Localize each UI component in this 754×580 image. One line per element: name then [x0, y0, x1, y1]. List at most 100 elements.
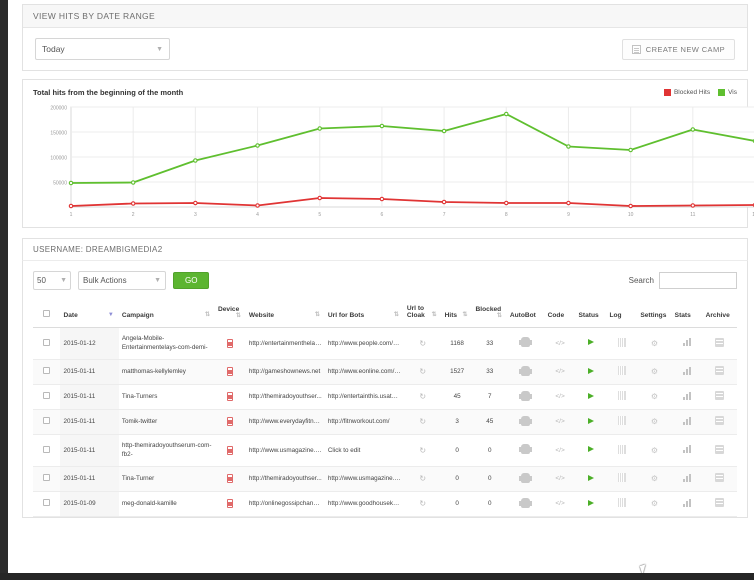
cell-stats[interactable]: [671, 409, 703, 435]
cell-archive[interactable]: [702, 409, 737, 435]
cell-device[interactable]: [214, 327, 246, 360]
row-checkbox-cell[interactable]: [33, 359, 61, 385]
cell-website[interactable]: http://themiradoyouthser...: [245, 384, 325, 410]
cell-settings[interactable]: ⚙: [637, 434, 672, 467]
col-hits[interactable]: Hits ⇅: [441, 300, 473, 328]
select-all-header[interactable]: [33, 300, 61, 328]
cell-website[interactable]: http://themiradoyouthser...: [245, 466, 325, 492]
row-checkbox[interactable]: [43, 445, 51, 453]
cell-log[interactable]: [606, 384, 638, 410]
row-checkbox[interactable]: [43, 338, 51, 346]
cell-log[interactable]: [606, 409, 638, 435]
row-checkbox-cell[interactable]: [33, 434, 61, 467]
cell-code[interactable]: </>: [544, 327, 576, 360]
cell-settings[interactable]: ⚙: [637, 327, 672, 360]
cell-stats[interactable]: [671, 491, 703, 517]
per-page-select[interactable]: 50 ▼: [33, 271, 71, 290]
search-input[interactable]: [659, 272, 737, 289]
cell-url-for-bots[interactable]: http://fitnworkout.com/: [324, 409, 404, 435]
col-device[interactable]: Device ⇅: [214, 300, 246, 328]
cell-status[interactable]: [575, 466, 607, 492]
cell-website[interactable]: http://www.usmagazine.c...: [245, 434, 325, 467]
cell-device[interactable]: [214, 491, 246, 517]
cell-archive[interactable]: [702, 384, 737, 410]
cell-code[interactable]: </>: [544, 409, 576, 435]
cell-stats[interactable]: [671, 359, 703, 385]
cell-url-to-cloak[interactable]: ↻: [403, 359, 442, 385]
cell-autobot[interactable]: [506, 434, 545, 467]
cell-code[interactable]: </>: [544, 359, 576, 385]
col-url-for-bots[interactable]: Url for Bots ⇅: [324, 300, 404, 328]
cell-log[interactable]: [606, 359, 638, 385]
row-checkbox[interactable]: [43, 392, 51, 400]
cell-url-for-bots[interactable]: Click to edit: [324, 434, 404, 467]
row-checkbox-cell[interactable]: [33, 466, 61, 492]
row-checkbox[interactable]: [43, 474, 51, 482]
cell-stats[interactable]: [671, 466, 703, 492]
cell-settings[interactable]: ⚙: [637, 466, 672, 492]
cell-autobot[interactable]: [506, 466, 545, 492]
cell-code[interactable]: </>: [544, 466, 576, 492]
cell-device[interactable]: [214, 384, 246, 410]
cell-settings[interactable]: ⚙: [637, 409, 672, 435]
cell-log[interactable]: [606, 327, 638, 360]
sort-icon[interactable]: ⇅: [393, 312, 399, 318]
cell-code[interactable]: </>: [544, 384, 576, 410]
cell-url-for-bots[interactable]: http://www.usmagazine.c...: [324, 466, 404, 492]
cell-website[interactable]: http://www.everydayfitnes...: [245, 409, 325, 435]
col-website[interactable]: Website ⇅: [245, 300, 325, 328]
cell-status[interactable]: [575, 327, 607, 360]
cell-url-to-cloak[interactable]: ↻: [403, 466, 442, 492]
cell-archive[interactable]: [702, 434, 737, 467]
cell-status[interactable]: [575, 359, 607, 385]
cell-settings[interactable]: ⚙: [637, 359, 672, 385]
sort-icon[interactable]: ⇅: [235, 313, 241, 319]
cell-device[interactable]: [214, 466, 246, 492]
cell-url-to-cloak[interactable]: ↻: [403, 409, 442, 435]
col-url-to-cloak[interactable]: Url to Cloak ⇅: [403, 300, 442, 328]
row-checkbox-cell[interactable]: [33, 409, 61, 435]
col-campaign[interactable]: Campaign ⇅: [118, 300, 215, 328]
cell-stats[interactable]: [671, 327, 703, 360]
cell-url-for-bots[interactable]: http://www.people.com/ar...: [324, 327, 404, 360]
cell-code[interactable]: </>: [544, 434, 576, 467]
go-button[interactable]: GO: [173, 272, 210, 289]
cell-settings[interactable]: ⚙: [637, 491, 672, 517]
col-date[interactable]: Date ▼: [60, 300, 119, 328]
cell-website[interactable]: http://gameshownews.net: [245, 359, 325, 385]
cell-settings[interactable]: ⚙: [637, 384, 672, 410]
cell-archive[interactable]: [702, 466, 737, 492]
cell-device[interactable]: [214, 359, 246, 385]
cell-status[interactable]: [575, 491, 607, 517]
sort-desc-icon[interactable]: ▼: [107, 312, 114, 318]
cell-website[interactable]: http://entertainmenthelays...: [245, 327, 325, 360]
cell-log[interactable]: [606, 434, 638, 467]
date-range-select[interactable]: Today ▼: [35, 38, 170, 60]
cell-autobot[interactable]: [506, 491, 545, 517]
cell-archive[interactable]: [702, 327, 737, 360]
cell-website[interactable]: http://onlinegossipchanne...: [245, 491, 325, 517]
create-new-campaign-button[interactable]: CREATE NEW CAMP: [621, 38, 735, 60]
bulk-actions-select[interactable]: Bulk Actions ▼: [78, 271, 166, 290]
cell-archive[interactable]: [702, 359, 737, 385]
cell-status[interactable]: [575, 384, 607, 410]
sort-icon[interactable]: ⇅: [204, 312, 210, 318]
cell-url-for-bots[interactable]: http://entertainthis.usatod...: [324, 384, 404, 410]
cell-log[interactable]: [606, 466, 638, 492]
cell-stats[interactable]: [671, 384, 703, 410]
sort-icon[interactable]: ⇅: [496, 313, 502, 319]
cell-url-to-cloak[interactable]: ↻: [403, 384, 442, 410]
cell-archive[interactable]: [702, 491, 737, 517]
cell-url-for-bots[interactable]: http://www.eonline.com/n...: [324, 359, 404, 385]
row-checkbox-cell[interactable]: [33, 491, 61, 517]
cell-code[interactable]: </>: [544, 491, 576, 517]
row-checkbox[interactable]: [43, 417, 51, 425]
cell-autobot[interactable]: [506, 409, 545, 435]
sort-icon[interactable]: ⇅: [314, 312, 320, 318]
sort-icon[interactable]: ⇅: [431, 312, 437, 318]
cell-autobot[interactable]: [506, 327, 545, 360]
row-checkbox[interactable]: [43, 367, 51, 375]
cell-url-for-bots[interactable]: http://www.goodhouseke...: [324, 491, 404, 517]
row-checkbox-cell[interactable]: [33, 384, 61, 410]
cell-log[interactable]: [606, 491, 638, 517]
